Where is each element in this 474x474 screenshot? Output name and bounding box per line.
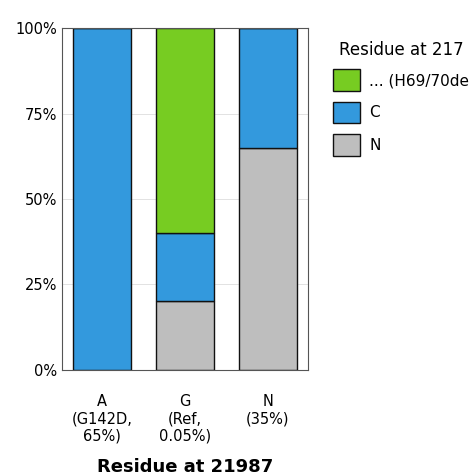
Text: N
(35%): N (35%) xyxy=(246,393,290,426)
Bar xyxy=(156,233,214,301)
Text: G
(Ref,
0.05%): G (Ref, 0.05%) xyxy=(159,393,211,443)
Bar xyxy=(156,301,214,370)
Text: Residue at 21987: Residue at 21987 xyxy=(97,458,273,474)
Bar xyxy=(239,148,297,370)
Bar xyxy=(73,28,131,370)
Text: A
(G142D,
65%): A (G142D, 65%) xyxy=(72,393,132,443)
Legend: ... (H69/70de, C, N: ... (H69/70de, C, N xyxy=(328,36,474,160)
Bar xyxy=(156,28,214,233)
Bar xyxy=(239,28,297,148)
